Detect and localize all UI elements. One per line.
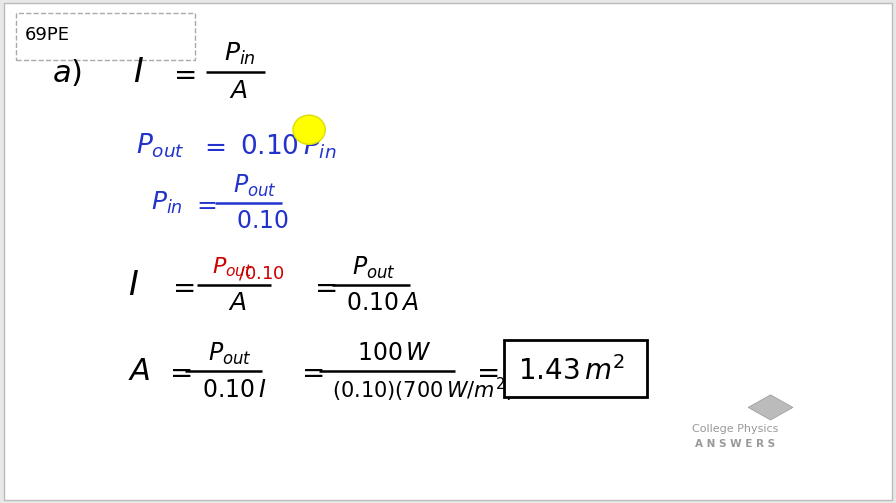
Text: $P_{out}$: $P_{out}$ xyxy=(136,132,185,160)
Text: $=$: $=$ xyxy=(167,273,194,301)
Text: $A$: $A$ xyxy=(228,291,246,315)
Text: $\mathit{I}$: $\mathit{I}$ xyxy=(128,269,139,302)
Text: $A$: $A$ xyxy=(229,78,248,103)
Text: 69PE: 69PE xyxy=(25,26,70,44)
Text: $=$: $=$ xyxy=(192,192,217,216)
Text: A N S W E R S: A N S W E R S xyxy=(694,439,775,449)
Polygon shape xyxy=(748,395,793,420)
Text: $=$: $=$ xyxy=(296,358,323,386)
FancyBboxPatch shape xyxy=(4,3,892,500)
Text: $a)$: $a)$ xyxy=(52,57,82,89)
Ellipse shape xyxy=(293,115,325,144)
Text: $A$: $A$ xyxy=(128,357,151,386)
FancyBboxPatch shape xyxy=(16,13,195,60)
Text: $P_{out}$: $P_{out}$ xyxy=(212,256,254,279)
Text: $0.10\,\mathit{I}$: $0.10\,\mathit{I}$ xyxy=(202,378,266,402)
Text: $P_{in}$: $P_{in}$ xyxy=(224,41,256,67)
Text: $0.10$: $0.10$ xyxy=(236,209,289,233)
Text: $P_{in}$: $P_{in}$ xyxy=(151,190,183,216)
Text: $\mathit{I}$: $\mathit{I}$ xyxy=(133,56,143,90)
Text: $/0.10$: $/0.10$ xyxy=(238,265,285,283)
Text: $P_{out}$: $P_{out}$ xyxy=(233,173,277,199)
Text: $=$: $=$ xyxy=(199,134,225,160)
Text: $1.43\,m^2$: $1.43\,m^2$ xyxy=(518,356,625,386)
Text: $0.10\,A$: $0.10\,A$ xyxy=(346,291,418,315)
Text: $0.10\,P_{in}$: $0.10\,P_{in}$ xyxy=(240,133,337,161)
Text: $=$: $=$ xyxy=(168,60,196,89)
FancyBboxPatch shape xyxy=(504,340,647,397)
Text: $100\,W$: $100\,W$ xyxy=(357,341,432,365)
Text: $P_{out}$: $P_{out}$ xyxy=(352,255,396,281)
Text: $=$: $=$ xyxy=(164,358,192,386)
Text: $=$: $=$ xyxy=(309,273,337,301)
Text: College Physics: College Physics xyxy=(692,424,778,434)
Text: $(0.10)(700\,W/m^2)$: $(0.10)(700\,W/m^2)$ xyxy=(332,376,513,404)
Text: $P_{out}$: $P_{out}$ xyxy=(208,341,252,367)
Text: $=$: $=$ xyxy=(471,358,499,386)
